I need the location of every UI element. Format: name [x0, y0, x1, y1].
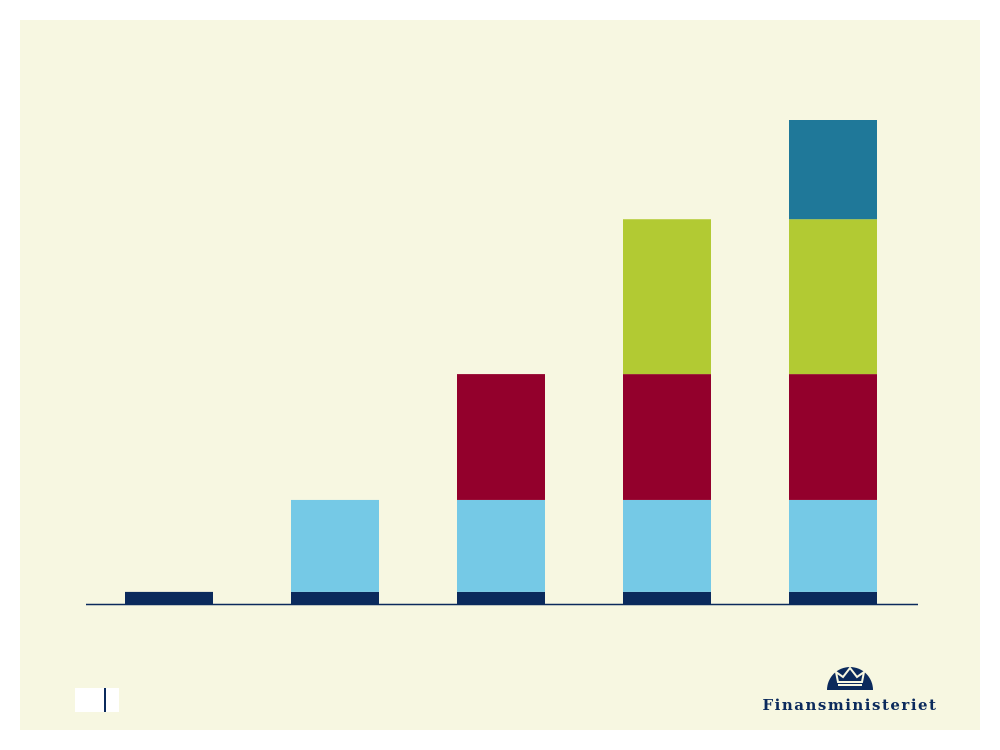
bar-segment-1-1 [125, 591, 213, 604]
bar-segment-5-3 [789, 374, 877, 500]
bar-segment-5-4 [789, 219, 877, 375]
slide: Finansministeriet [20, 20, 980, 730]
logo-wordmark: Finansministeriet [762, 696, 938, 714]
bar-segment-3-3 [457, 374, 545, 500]
bars-group [125, 120, 877, 604]
bar-segment-5-5 [789, 120, 877, 220]
bar-segment-4-4 [623, 219, 711, 375]
bar-segment-5-1 [789, 591, 877, 604]
bar-segment-4-2 [623, 499, 711, 592]
bar-segment-2-1 [291, 591, 379, 604]
page-number-divider [104, 688, 106, 712]
bar-segment-3-1 [457, 591, 545, 604]
bar-segment-4-3 [623, 374, 711, 500]
finansministeriet-logo: Finansministeriet [748, 656, 952, 714]
stacked-bar-chart [86, 120, 918, 606]
crown-icon [827, 660, 873, 690]
bar-segment-5-2 [789, 499, 877, 592]
bar-segment-2-2 [291, 499, 379, 592]
page-number-box [75, 688, 119, 712]
bar-segment-4-1 [623, 591, 711, 604]
bar-segment-3-2 [457, 499, 545, 592]
